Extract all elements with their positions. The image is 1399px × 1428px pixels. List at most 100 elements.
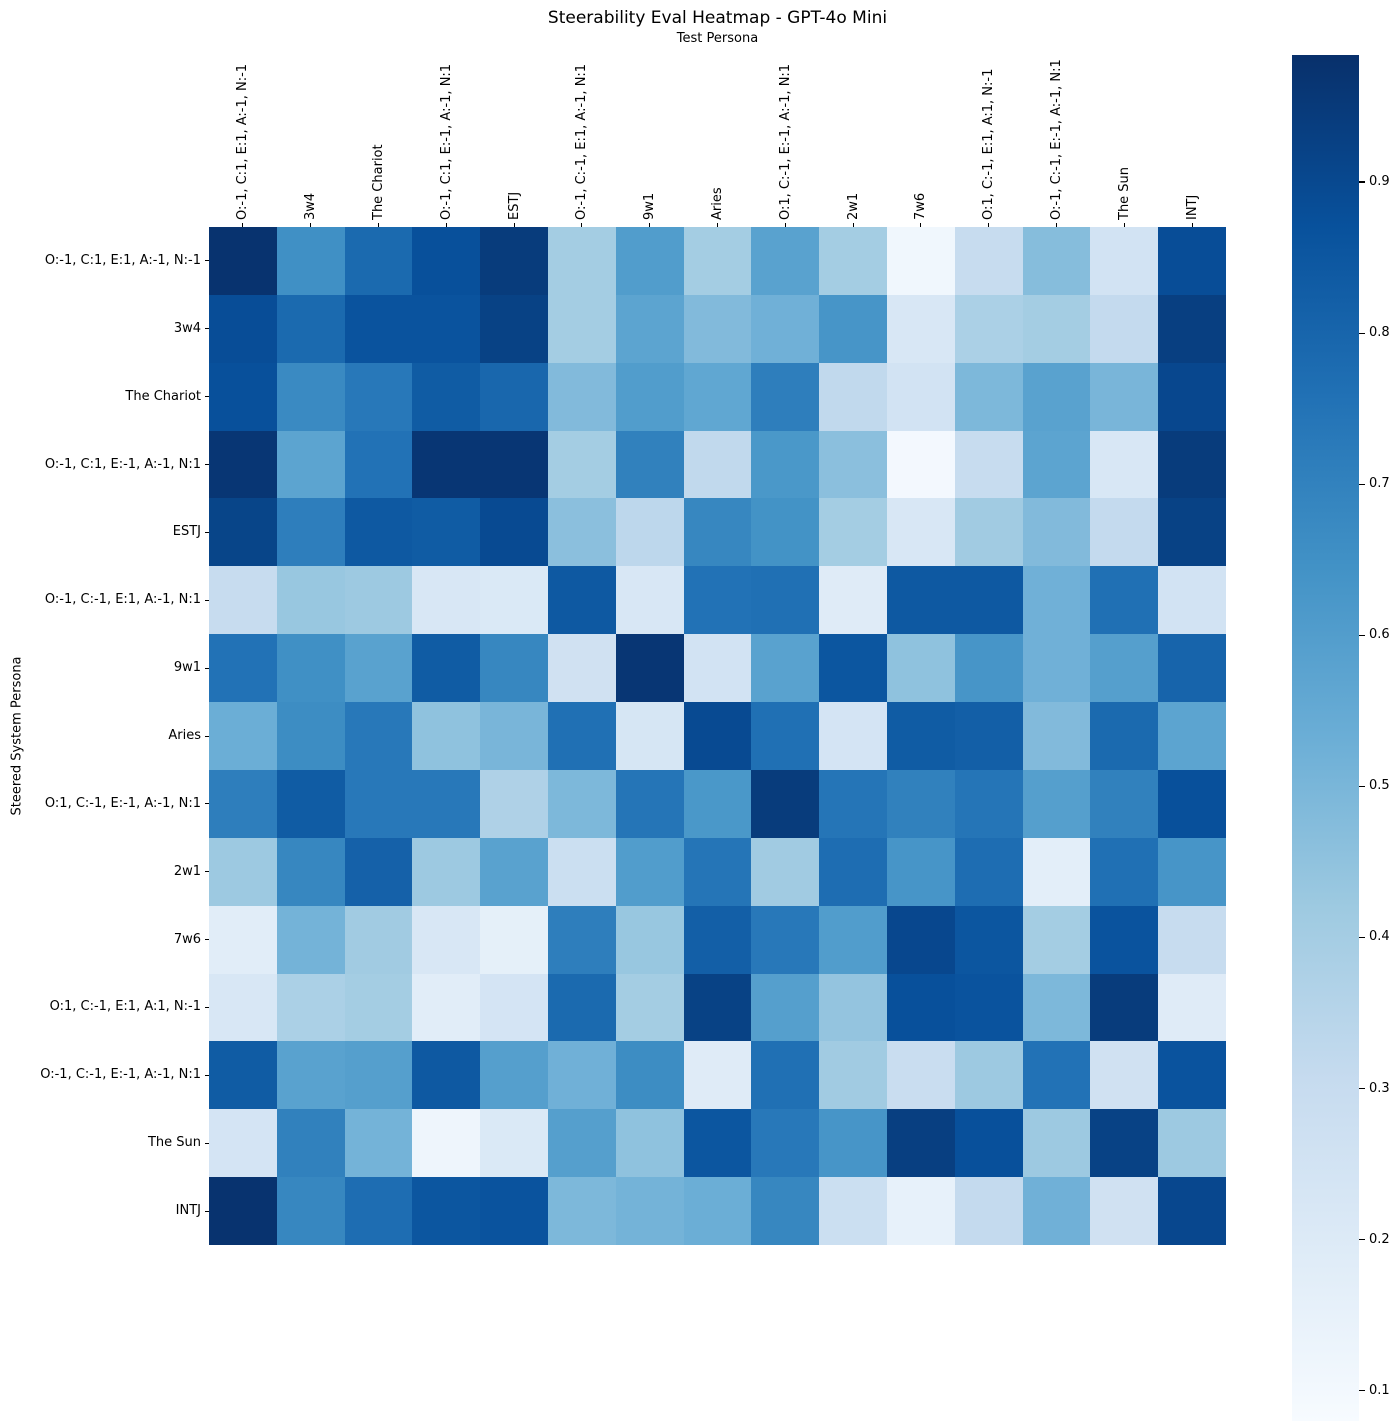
heatmap-cell (412, 973, 481, 1042)
y-tick-label: 9w1 (173, 660, 201, 676)
heatmap-cell (1158, 227, 1226, 295)
heatmap-cell (615, 769, 684, 838)
heatmap-cell (1090, 498, 1159, 567)
heatmap-cell (683, 905, 752, 974)
heatmap-cell (412, 769, 481, 838)
heatmap-cell (344, 498, 413, 567)
y-tickmark (205, 531, 209, 533)
heatmap-cell (615, 634, 684, 703)
heatmap-cell (683, 498, 752, 567)
heatmap-cell (1158, 362, 1226, 431)
colorbar-tickmark (1359, 1239, 1365, 1241)
heatmap-cell (276, 294, 345, 363)
heatmap-cell (480, 227, 548, 295)
heatmap-cell (954, 294, 1023, 363)
heatmap-cell (344, 1109, 413, 1178)
heatmap-cell (1090, 566, 1159, 635)
heatmap-cell (412, 498, 481, 567)
heatmap-cell (615, 837, 684, 906)
heatmap-cell (548, 430, 616, 499)
heatmap-cell (548, 498, 616, 567)
heatmap-cell (1090, 973, 1159, 1042)
x-tick-label: ESTJ (506, 191, 522, 220)
x-tickmark (513, 223, 515, 227)
y-tickmark (205, 396, 209, 398)
heatmap-cell (683, 702, 752, 770)
y-tick-label: 3w4 (173, 320, 201, 336)
heatmap-cell (1158, 498, 1226, 567)
y-tickmark (205, 1074, 209, 1076)
heatmap-cell (412, 1177, 481, 1245)
heatmap-cell (1090, 227, 1159, 295)
heatmap-cell (1022, 227, 1091, 295)
heatmap-cell (1022, 430, 1091, 499)
heatmap-cell (954, 1041, 1023, 1110)
heatmap-cell (954, 973, 1023, 1042)
heatmap-cell (480, 566, 548, 635)
heatmap-cell (954, 362, 1023, 431)
heatmap-cell (548, 227, 616, 295)
heatmap-cell (548, 566, 616, 635)
heatmap-cell (887, 1109, 955, 1178)
heatmap-cell (954, 905, 1023, 974)
heatmap-cell (1022, 1041, 1091, 1110)
heatmap-cell (615, 973, 684, 1042)
x-tickmark (988, 223, 990, 227)
heatmap-cell (412, 634, 481, 703)
y-tick-label: O:-1, C:1, E:-1, A:-1, N:1 (44, 456, 201, 472)
heatmap-cell (751, 294, 820, 363)
x-tickmark (1123, 223, 1125, 227)
colorbar-tick-label: 0.9 (1369, 173, 1390, 189)
heatmap-cell (683, 430, 752, 499)
heatmap-cell (1022, 362, 1091, 431)
heatmap-cell (887, 905, 955, 974)
heatmap-cell (683, 973, 752, 1042)
heatmap-cell (209, 227, 277, 295)
heatmap-cell (819, 498, 887, 567)
heatmap-cell (751, 498, 820, 567)
heatmap-cell (344, 1041, 413, 1110)
colorbar-tick-label: 0.5 (1369, 778, 1390, 794)
colorbar-tickmark (1359, 936, 1365, 939)
heatmap-cell (615, 498, 684, 567)
heatmap-cell (615, 362, 684, 431)
heatmap-cell (480, 498, 548, 567)
heatmap-cell (954, 634, 1023, 703)
x-tick-label: 3w4 (303, 192, 319, 220)
colorbar-tickmark (1359, 634, 1365, 636)
heatmap-cell (751, 973, 820, 1042)
heatmap-cell (819, 769, 887, 838)
heatmap-cell (548, 905, 616, 974)
heatmap-cell (1090, 1109, 1159, 1178)
x-tick-label: The Sun (1116, 166, 1132, 220)
heatmap-cell (548, 1041, 616, 1110)
heatmap-cell (209, 1177, 277, 1245)
heatmap-cell (1022, 1109, 1091, 1178)
heatmap-cell (683, 566, 752, 635)
x-tick-label: INTJ (1184, 194, 1200, 220)
heatmap-cell (548, 1177, 616, 1245)
heatmap-cell (819, 973, 887, 1042)
heatmap-cell (1090, 769, 1159, 838)
y-tickmark (205, 803, 209, 805)
colorbar-tick-label: 0.7 (1369, 476, 1390, 492)
x-tick-label: 9w1 (642, 192, 658, 220)
heatmap-cell (887, 702, 955, 770)
x-tick-label: O:-1, C:-1, E:1, A:-1, N:1 (574, 63, 590, 220)
heatmap-cell (1158, 566, 1226, 635)
heatmap-cell (276, 362, 345, 431)
heatmap-cell (887, 837, 955, 906)
heatmap-cell (480, 1109, 548, 1178)
heatmap-cell (819, 702, 887, 770)
x-tick-label: O:1, C:-1, E:1, A:1, N:-1 (981, 68, 997, 220)
x-axis-label: Test Persona (676, 31, 759, 46)
heatmap-cell (954, 1177, 1023, 1245)
heatmap-cell (344, 294, 413, 363)
heatmap-cell (344, 566, 413, 635)
x-tick-label: 7w6 (913, 192, 929, 220)
heatmap-cell (480, 430, 548, 499)
heatmap-cell (751, 702, 820, 770)
heatmap-cell (480, 973, 548, 1042)
heatmap-cell (548, 973, 616, 1042)
